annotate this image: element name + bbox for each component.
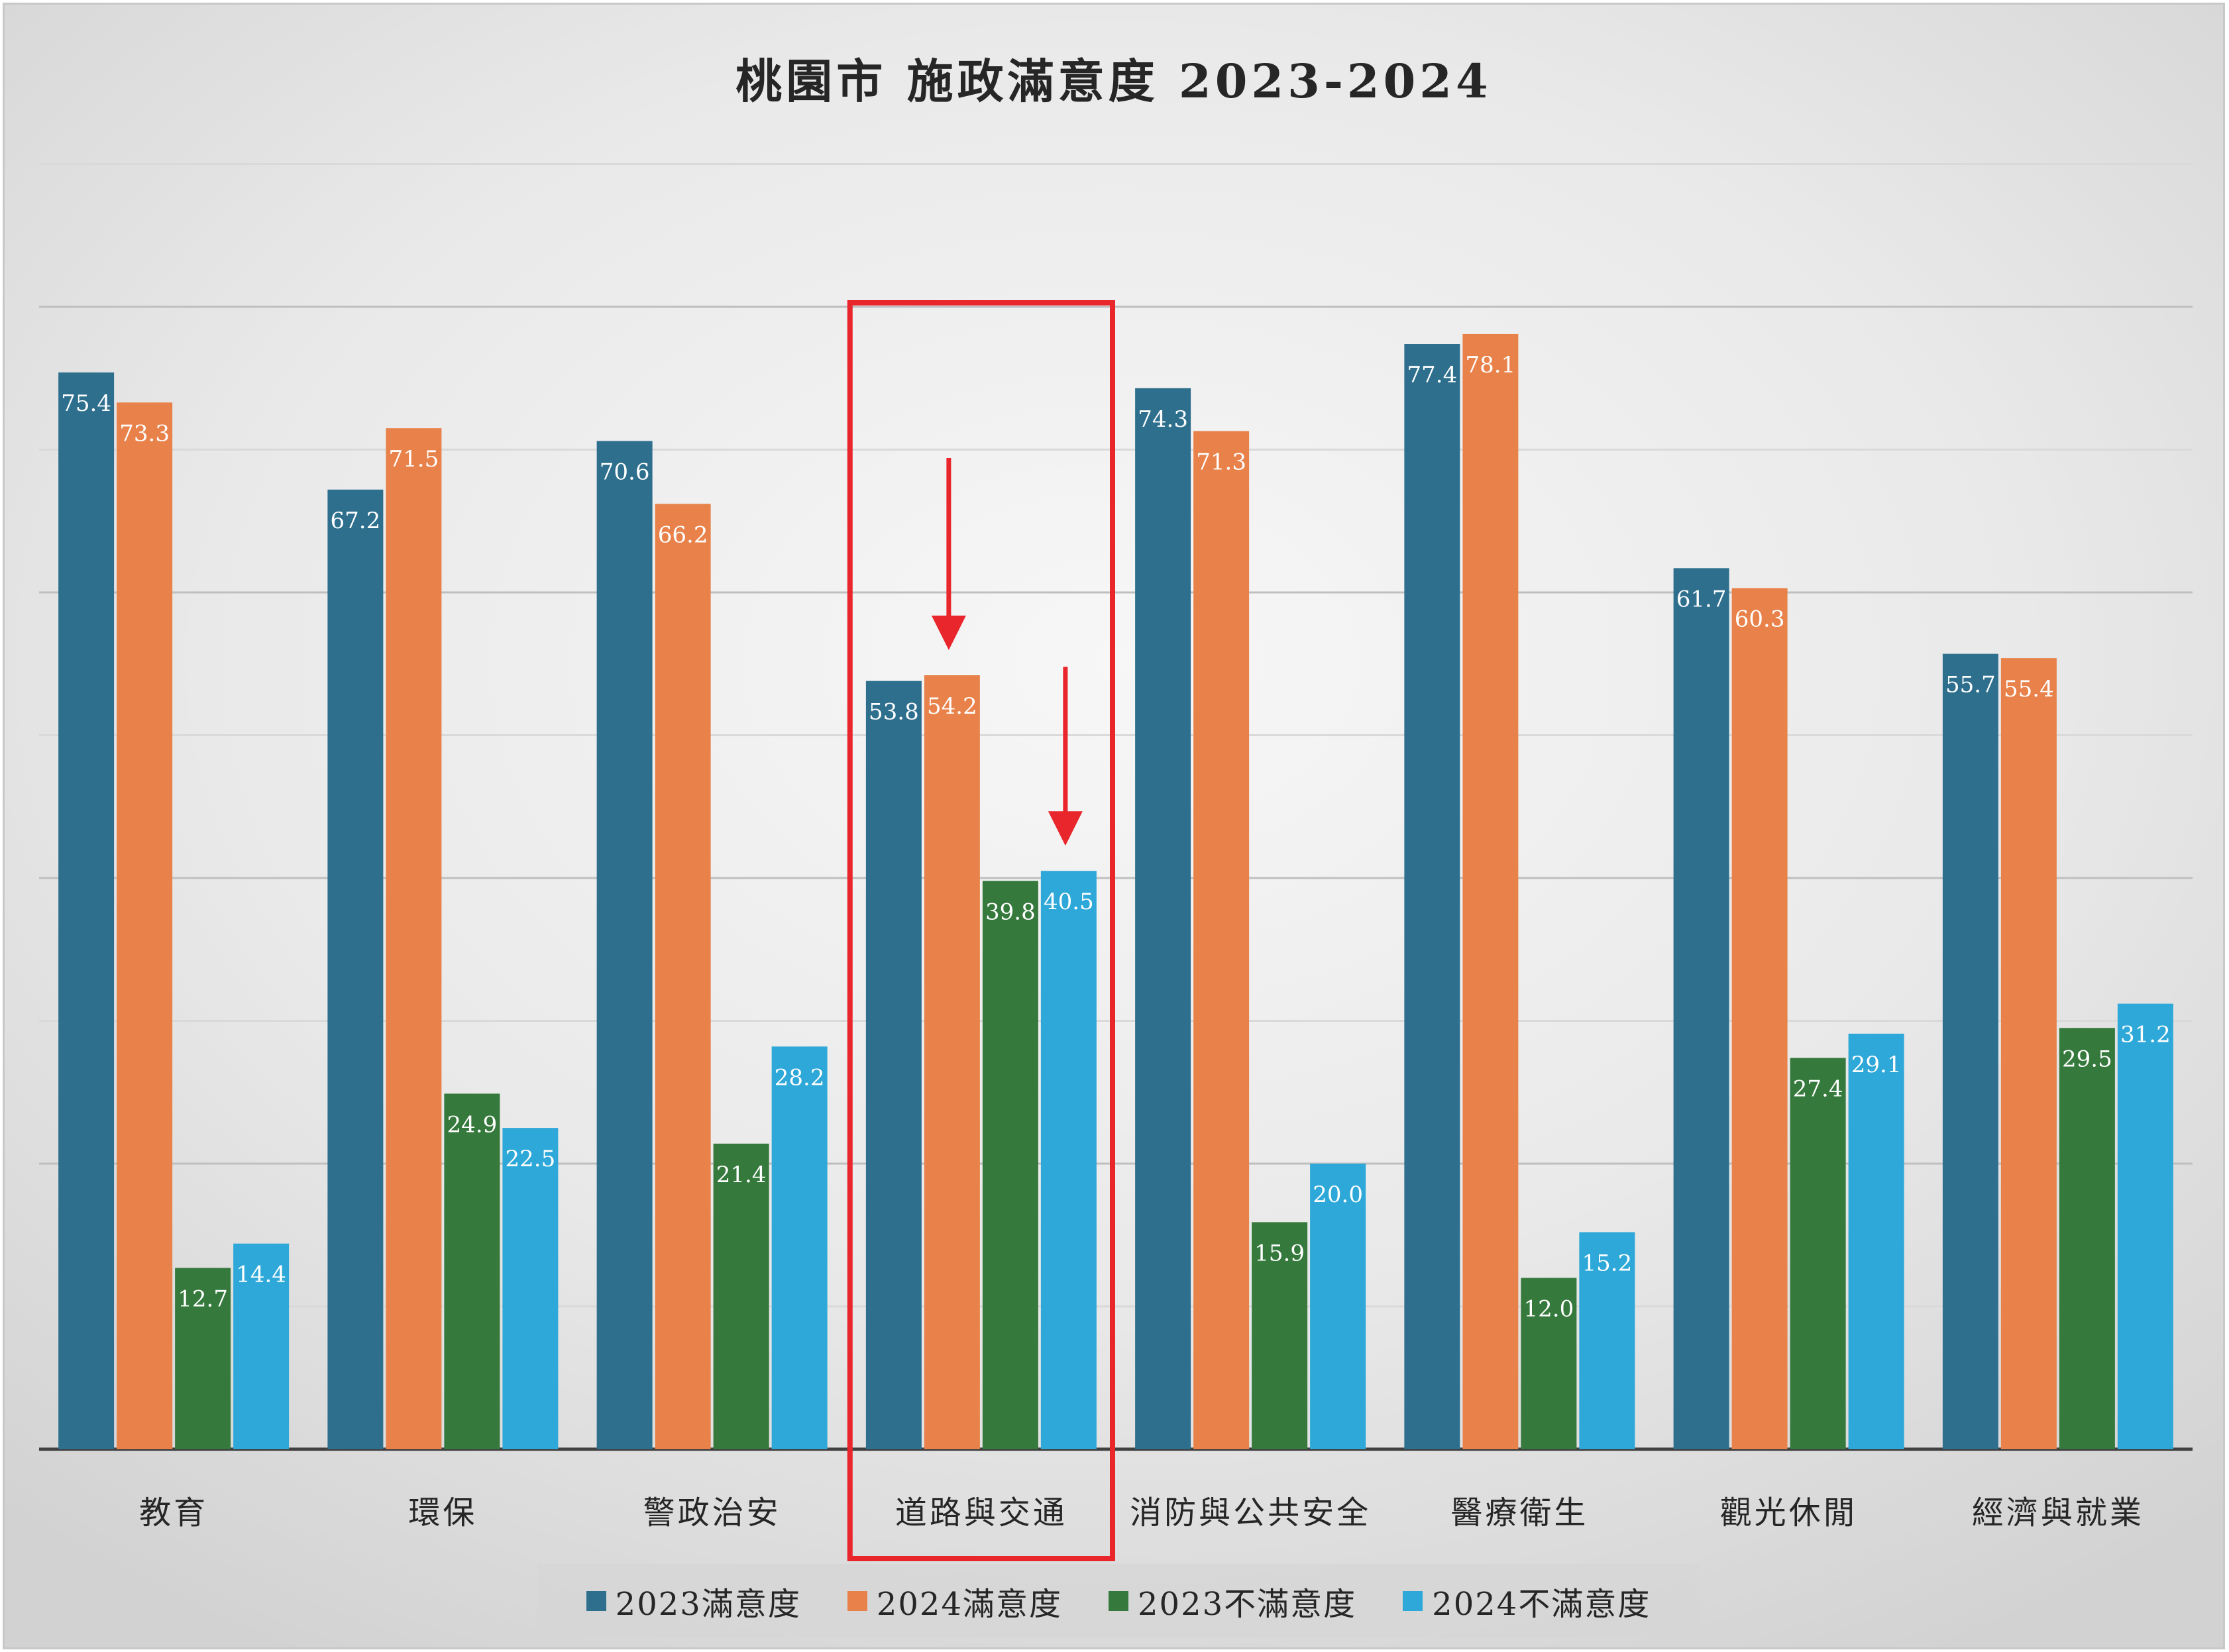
bar — [502, 1128, 559, 1449]
bar — [596, 441, 653, 1449]
bar — [771, 1046, 828, 1449]
data-label: 74.3 — [1138, 406, 1188, 433]
data-label: 77.4 — [1407, 362, 1458, 388]
data-label: 14.4 — [236, 1262, 286, 1288]
bar — [1731, 588, 1788, 1450]
legend-swatch — [1109, 1591, 1128, 1611]
data-label: 15.9 — [1254, 1240, 1305, 1266]
bar — [2117, 1003, 2173, 1449]
data-label: 20.0 — [1313, 1182, 1363, 1208]
bar — [1040, 871, 1097, 1449]
legend-swatch — [1403, 1591, 1423, 1611]
highlight-arrow — [1048, 667, 1083, 846]
data-label: 12.7 — [178, 1286, 228, 1312]
bar-chart: 75.4 73.3 12.7 14.4 67.2 71.5 24.9 22.5 70.6 66.2… — [39, 163, 2193, 1561]
bar — [1310, 1164, 1366, 1449]
data-label: 71.3 — [1196, 449, 1246, 475]
bar — [58, 372, 115, 1449]
data-label: 28.2 — [775, 1064, 825, 1091]
highlight-box — [847, 300, 1115, 1561]
data-label: 31.2 — [2120, 1022, 2171, 1048]
legend-item: 2023滿意度 — [586, 1578, 801, 1624]
legend-label: 2023不滿意度 — [1138, 1586, 1357, 1623]
legend-label: 2024滿意度 — [876, 1586, 1062, 1623]
data-label: 40.5 — [1044, 889, 1094, 915]
data-label: 55.4 — [2004, 676, 2054, 702]
bar — [1673, 568, 1729, 1449]
bar — [175, 1268, 231, 1449]
bar — [982, 881, 1038, 1449]
bar — [924, 675, 980, 1449]
legend-label: 2024不滿意度 — [1432, 1586, 1651, 1623]
data-labels: 75.4 73.3 12.7 14.4 67.2 71.5 24.9 22.5 70.6 66.2… — [61, 352, 2170, 1322]
data-label: 71.5 — [389, 446, 439, 472]
bar — [655, 504, 711, 1449]
category-label: 醫療衛生 — [1450, 1494, 1588, 1531]
bar — [1135, 388, 1191, 1450]
category-label: 觀光休閒 — [1720, 1494, 1858, 1531]
legend-item: 2023不滿意度 — [1109, 1578, 1356, 1624]
data-label: 66.2 — [658, 522, 708, 548]
data-label: 78.1 — [1466, 352, 1516, 378]
data-label: 53.8 — [869, 699, 919, 726]
bars — [58, 333, 2173, 1450]
data-label: 22.5 — [506, 1146, 556, 1172]
data-label: 21.4 — [716, 1162, 767, 1188]
bar — [1848, 1033, 1904, 1449]
bar — [1521, 1278, 1577, 1449]
legend: 2023滿意度 2024滿意度 2023不滿意度 2024不滿意度 — [537, 1564, 1700, 1638]
highlight-arrow — [931, 457, 966, 650]
legend-item: 2024不滿意度 — [1403, 1578, 1651, 1624]
bar — [1404, 344, 1460, 1449]
data-label: 61.7 — [1676, 586, 1727, 612]
data-label: 39.8 — [985, 899, 1036, 925]
data-label: 27.4 — [1793, 1076, 1843, 1103]
bar — [1942, 653, 1998, 1449]
data-label: 12.0 — [1524, 1295, 1574, 1322]
bar — [1790, 1058, 1846, 1449]
bar — [444, 1093, 500, 1449]
bar — [386, 428, 442, 1449]
legend-swatch — [847, 1591, 867, 1611]
bar — [1193, 431, 1250, 1449]
bar — [2059, 1028, 2115, 1449]
data-label: 73.3 — [119, 420, 170, 447]
data-label: 75.4 — [61, 390, 111, 417]
category-label: 警政治安 — [643, 1494, 781, 1531]
category-label: 道路與交通 — [895, 1494, 1067, 1531]
category-labels: 教育 環保 警政治安 道路與交通 消防與公共安全 醫療衛生 觀光休閒 經濟與就業 — [139, 1494, 2144, 1531]
chart-title: 桃園市 施政滿意度 2023-2024 — [735, 54, 1492, 109]
data-label: 54.2 — [927, 693, 977, 720]
data-label: 70.6 — [600, 459, 650, 486]
chart-frame: 桃園市 施政滿意度 2023-2024 75.4 73.3 12.7 14.4 67.2… — [3, 3, 2225, 1649]
bar — [1252, 1222, 1308, 1449]
bar — [2000, 658, 2057, 1449]
data-label: 24.9 — [447, 1111, 498, 1138]
category-label: 經濟與就業 — [1972, 1494, 2144, 1531]
bar — [117, 402, 173, 1449]
data-label: 67.2 — [331, 508, 381, 534]
highlight-annotations — [847, 300, 1115, 1561]
data-label: 60.3 — [1735, 606, 1785, 633]
data-label: 29.1 — [1851, 1052, 1902, 1078]
legend-item: 2024滿意度 — [847, 1578, 1062, 1624]
data-label: 15.2 — [1582, 1250, 1633, 1276]
bar — [713, 1143, 769, 1449]
category-label: 教育 — [139, 1494, 208, 1531]
legend-swatch — [586, 1591, 606, 1611]
bar — [327, 489, 384, 1449]
category-label: 環保 — [408, 1494, 477, 1531]
legend-label: 2023滿意度 — [615, 1586, 801, 1623]
bar — [1462, 333, 1519, 1449]
data-label: 29.5 — [2062, 1046, 2112, 1072]
bar — [1579, 1232, 1635, 1449]
bar — [233, 1243, 290, 1449]
data-label: 55.7 — [1945, 672, 1996, 698]
bar — [865, 681, 922, 1449]
category-label: 消防與公共安全 — [1130, 1494, 1371, 1531]
